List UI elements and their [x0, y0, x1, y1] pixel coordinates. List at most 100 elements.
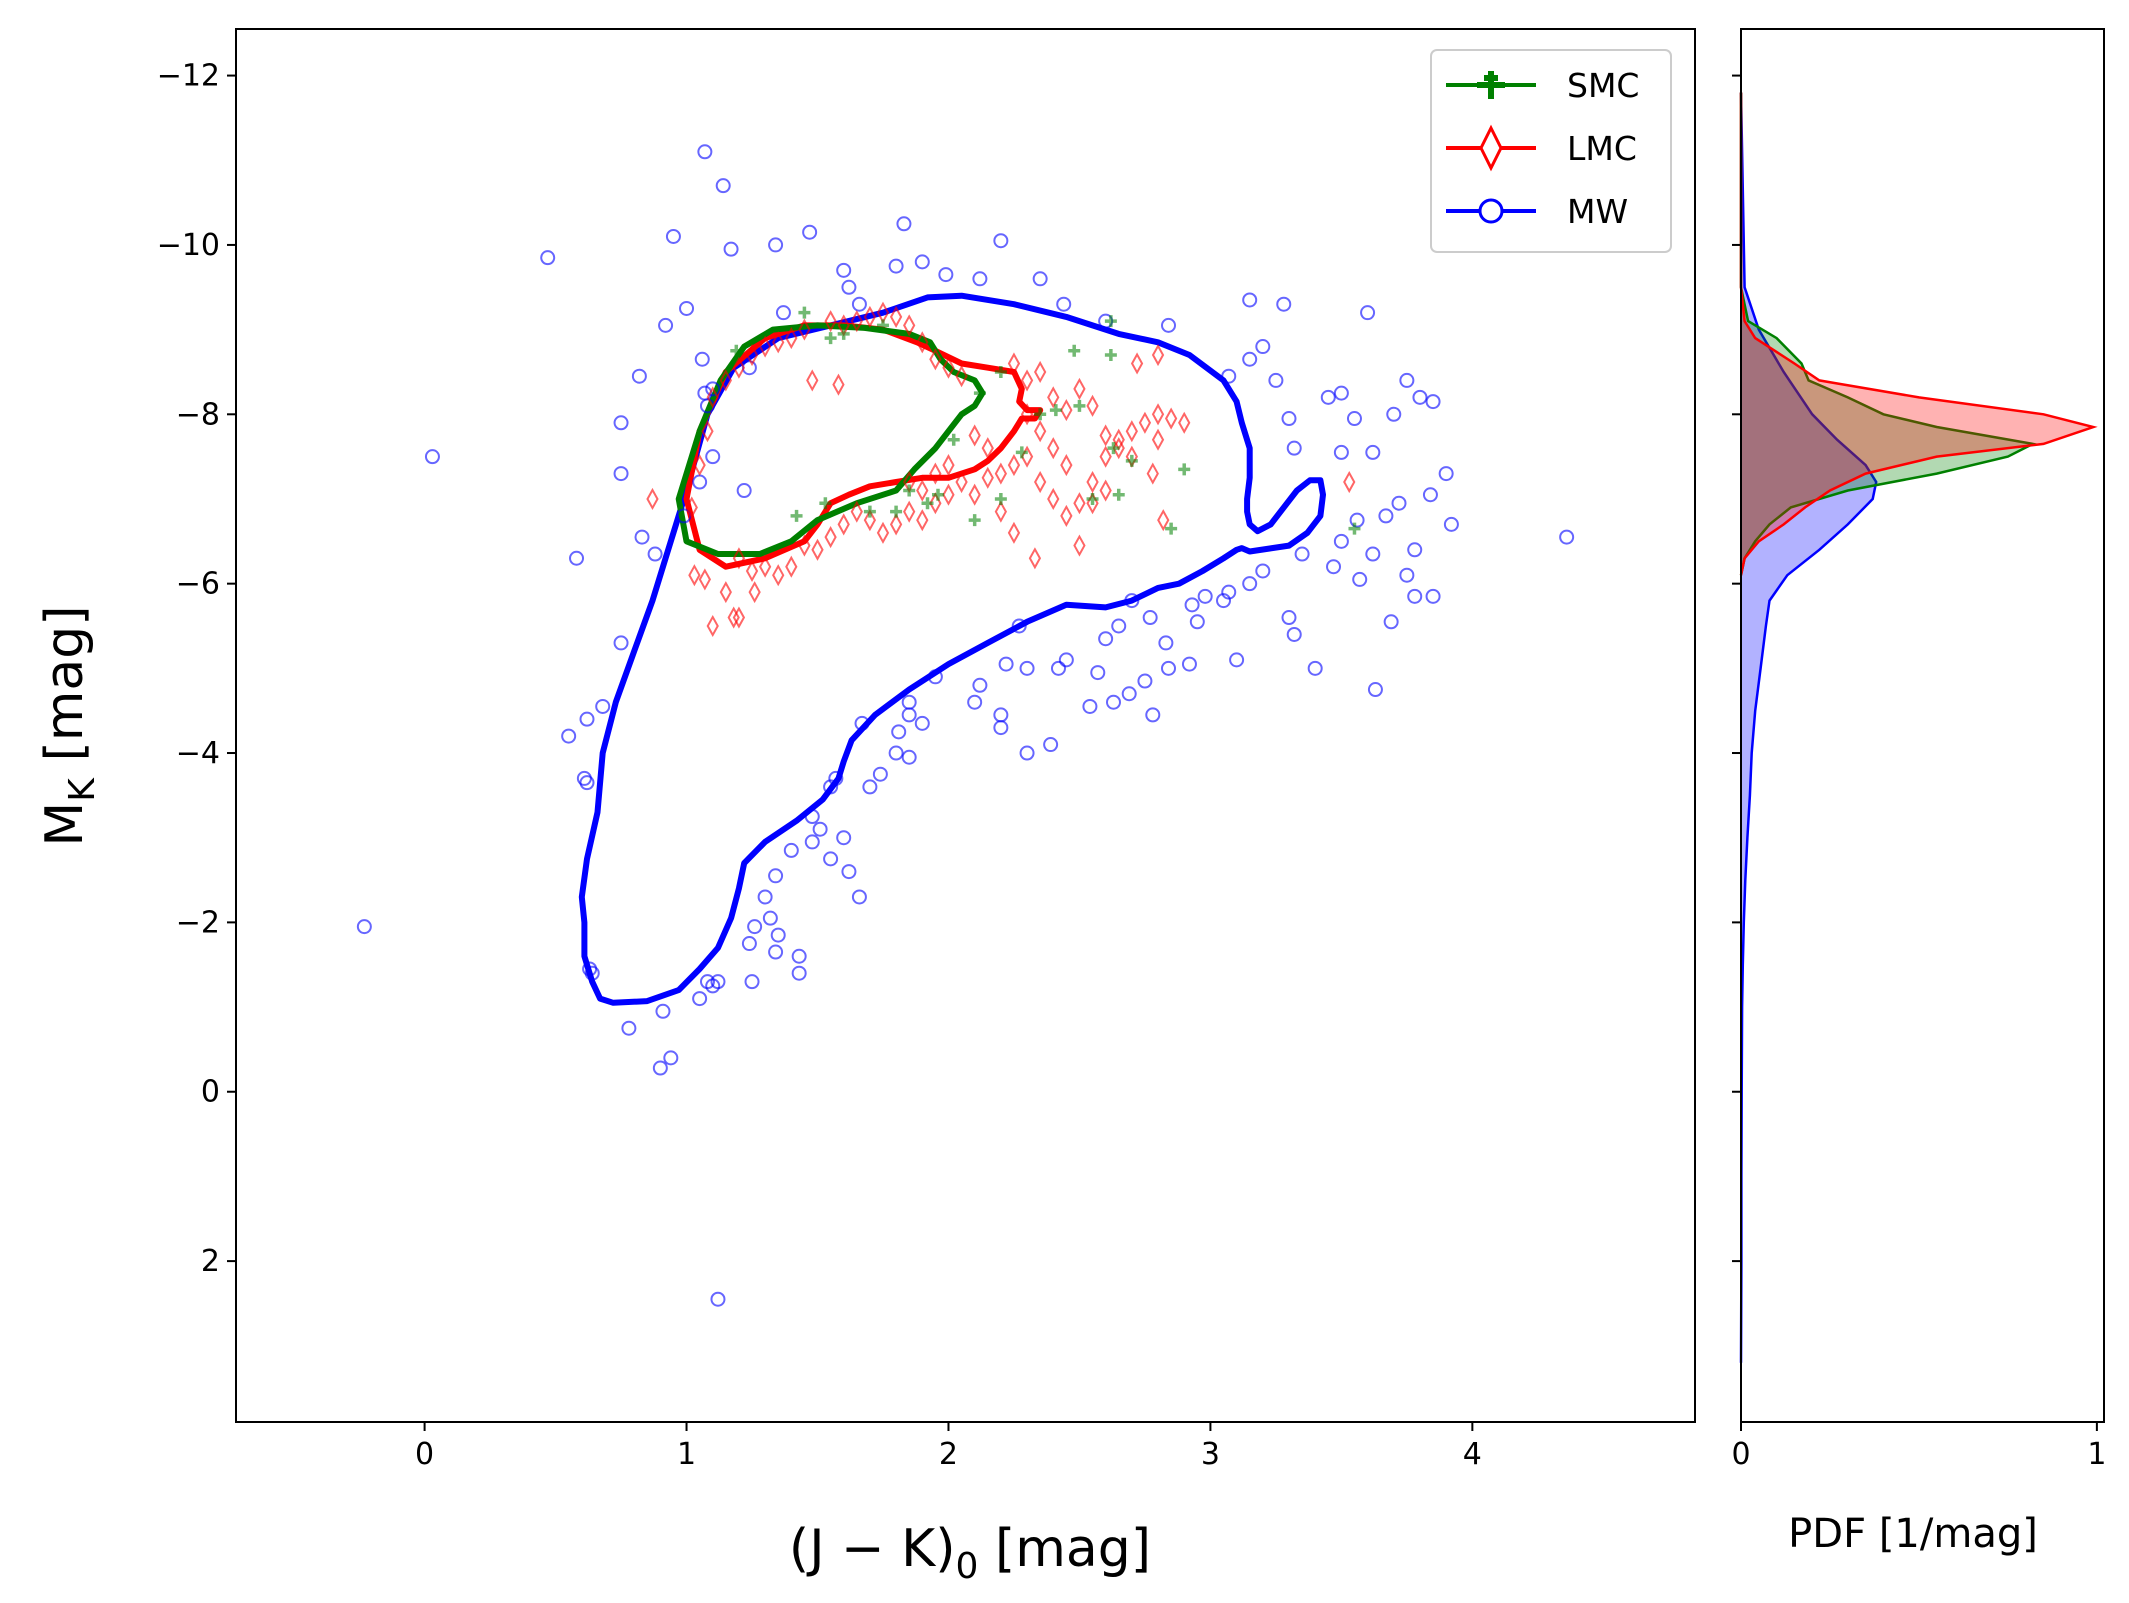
point-mw: [927, 669, 943, 685]
point-smc: [973, 387, 986, 400]
pdf-area-layer: [1739, 92, 2098, 1363]
point-lmc: [850, 500, 863, 523]
y-tick-label: −10: [157, 228, 220, 263]
point-lmc: [1164, 407, 1178, 430]
y-axis-ticks: −12 −10 −8 −6 −4 −2 0 2: [157, 59, 236, 1279]
point-smc: [1112, 488, 1125, 501]
point-mw: [1281, 411, 1297, 427]
point-lmc: [719, 369, 732, 392]
legend-entry-mw: MW: [1446, 192, 1628, 231]
point-mw: [1011, 618, 1027, 634]
point-mw: [1161, 660, 1177, 676]
point-lmc: [1020, 403, 1034, 426]
point-mw: [613, 415, 629, 431]
point-lmc: [903, 500, 916, 523]
point-mw: [613, 635, 629, 651]
point-lmc: [1073, 377, 1086, 400]
point-mw: [561, 728, 577, 744]
scatter-layer: [356, 144, 1575, 1307]
legend-marker-lmc: [1479, 124, 1503, 172]
legend-entry-smc: SMC: [1446, 66, 1639, 105]
point-mw: [804, 809, 820, 825]
point-mw: [744, 974, 760, 990]
point-mw: [1307, 660, 1323, 676]
main-plot-frame: [235, 28, 1696, 1423]
point-mw: [1242, 351, 1258, 367]
point-lmc: [942, 356, 955, 379]
point-mw: [1098, 631, 1114, 647]
point-lmc: [981, 466, 994, 489]
point-lmc: [1034, 470, 1047, 494]
point-mw: [705, 381, 721, 397]
point-mw: [1399, 372, 1415, 388]
point-lmc: [745, 559, 759, 583]
point-mw: [1407, 588, 1423, 604]
point-mw: [1286, 626, 1302, 642]
point-lmc: [968, 424, 981, 447]
point-smc: [837, 327, 850, 340]
point-mw: [1124, 593, 1140, 609]
point-lmc: [806, 369, 819, 392]
point-lmc: [1007, 352, 1021, 375]
point-smc: [947, 433, 960, 446]
point-mw: [1443, 516, 1459, 532]
point-mw: [783, 842, 799, 858]
point-mw: [1333, 385, 1349, 401]
point-smc: [921, 497, 934, 510]
point-lmc: [701, 420, 714, 443]
x-axis-title-unit: [mag]: [978, 1519, 1151, 1579]
point-mw: [1268, 372, 1284, 388]
point-mw: [1386, 406, 1402, 422]
point-smc: [1068, 344, 1081, 357]
contour-smc: [675, 322, 986, 557]
point-mw: [1142, 610, 1158, 626]
point-mw: [1032, 271, 1048, 287]
point-lmc: [994, 462, 1008, 485]
y-tick-label: 0: [201, 1075, 220, 1110]
pdf-line-mw: [1739, 92, 1878, 1363]
point-mw: [1365, 444, 1381, 460]
point-mw: [804, 834, 820, 850]
point-lmc: [1034, 420, 1047, 443]
point-lmc: [837, 513, 850, 536]
point-lmc: [1060, 454, 1073, 477]
point-mw: [1221, 368, 1237, 384]
point-mw: [891, 724, 907, 740]
point-smc: [1104, 315, 1117, 328]
point-mw: [584, 965, 600, 981]
point-lmc: [955, 470, 968, 494]
point-mw: [888, 258, 904, 274]
point-lmc: [1060, 399, 1073, 422]
point-smc: [790, 509, 803, 522]
point-smc: [863, 505, 876, 518]
point-lmc: [916, 331, 929, 354]
point-mw: [569, 550, 585, 566]
point-lmc: [1073, 492, 1086, 515]
point-mw: [1229, 652, 1245, 668]
point-mw: [1276, 296, 1292, 312]
point-mw: [1082, 698, 1098, 714]
point-smc: [968, 514, 981, 527]
point-lmc: [1007, 454, 1021, 477]
point-mw: [1019, 745, 1035, 761]
pdf-x-axis-title: PDF [1/mag]: [1788, 1511, 2038, 1557]
series-mw: [356, 144, 1575, 1307]
point-lmc: [785, 555, 798, 578]
y-tick-label: −6: [176, 567, 220, 602]
point-mw: [836, 262, 852, 278]
point-mw: [1255, 563, 1271, 579]
point-mw: [705, 449, 721, 465]
point-mw: [1360, 305, 1376, 321]
point-mw: [655, 1003, 671, 1019]
point-mw: [823, 779, 839, 795]
point-mw: [663, 1050, 679, 1066]
point-lmc: [811, 538, 824, 561]
point-mw: [762, 910, 778, 926]
point-lmc: [850, 310, 863, 333]
point-lmc: [732, 547, 746, 570]
point-mw: [1399, 567, 1415, 583]
point-smc: [1348, 522, 1361, 535]
